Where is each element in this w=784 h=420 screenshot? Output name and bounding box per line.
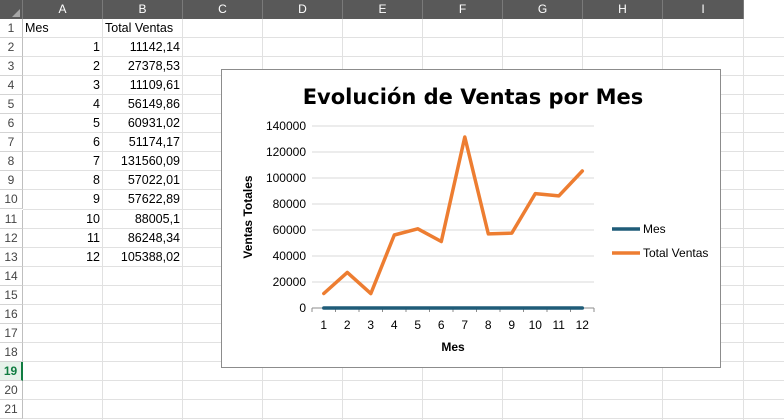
cell-total-ventas[interactable]: 60931,02 — [127, 116, 180, 131]
cell-mes[interactable]: 10 — [86, 211, 100, 226]
y-tick-label: 120000 — [266, 145, 306, 159]
row-gridline — [23, 37, 784, 39]
chart-title: Evolución de Ventas por Mes — [303, 85, 644, 109]
cell-mes[interactable]: 7 — [93, 154, 100, 169]
cell-total-ventas[interactable]: 11109,61 — [129, 78, 180, 93]
cell-mes[interactable]: 5 — [93, 116, 100, 131]
column-header-e[interactable]: E — [343, 0, 423, 19]
row-header-20[interactable]: 20 — [0, 380, 23, 400]
column-header-f[interactable]: F — [423, 0, 503, 19]
row-header-4[interactable]: 4 — [0, 76, 23, 96]
row-header-17[interactable]: 17 — [0, 323, 23, 343]
column-gridline — [743, 19, 744, 420]
column-header-h[interactable]: H — [583, 0, 663, 19]
row-header-14[interactable]: 14 — [0, 266, 23, 286]
row-header-9[interactable]: 9 — [0, 171, 23, 191]
y-tick-label: 140000 — [266, 119, 306, 133]
x-tick-label: 1 — [320, 318, 327, 332]
column-header-d[interactable]: D — [263, 0, 343, 19]
series-line-total-ventas — [322, 135, 585, 296]
row-gridline — [23, 379, 784, 381]
x-tick-label: 7 — [461, 318, 468, 332]
x-tick-label: 6 — [438, 318, 445, 332]
cell-mes[interactable]: 3 — [93, 78, 100, 93]
legend-label: Mes — [643, 222, 666, 236]
column-header-c[interactable]: C — [183, 0, 263, 19]
cell-a1[interactable]: Mes — [25, 21, 49, 35]
y-tick-label: 60000 — [273, 223, 307, 237]
column-gridline — [102, 19, 103, 420]
y-tick-label: 0 — [299, 301, 306, 315]
chart-object[interactable]: Evolución de Ventas por Mes 0 20000 40000 60… — [221, 69, 721, 368]
row-header-8[interactable]: 8 — [0, 152, 23, 172]
cell-mes[interactable]: 9 — [93, 192, 100, 207]
cell-total-ventas[interactable]: 27378,53 — [127, 59, 180, 74]
x-axis-title: Mes — [441, 340, 465, 354]
cell-total-ventas[interactable]: 57622,89 — [127, 192, 180, 207]
cell-mes[interactable]: 1 — [93, 40, 100, 55]
row-header-3[interactable]: 3 — [0, 57, 23, 77]
y-tick-label: 20000 — [273, 275, 307, 289]
cell-mes[interactable]: 2 — [93, 59, 100, 74]
y-tick-label: 80000 — [273, 197, 307, 211]
cell-mes[interactable]: 6 — [93, 135, 100, 150]
row-header-12[interactable]: 12 — [0, 228, 23, 248]
x-tick-label: 10 — [529, 318, 543, 332]
cell-mes[interactable]: 4 — [93, 97, 100, 112]
x-tick-label: 8 — [485, 318, 492, 332]
row-header-15[interactable]: 15 — [0, 285, 23, 305]
x-tick-label: 12 — [576, 318, 590, 332]
cell-total-ventas[interactable]: 57022,01 — [127, 173, 180, 188]
y-axis-title: Ventas Totales — [241, 175, 255, 258]
column-gridline — [182, 19, 183, 420]
cell-b1[interactable]: Total Ventas — [105, 21, 174, 35]
y-tick-label: 40000 — [273, 249, 307, 263]
cell-mes[interactable]: 8 — [93, 173, 100, 188]
row-header-19[interactable]: 19 — [0, 361, 23, 381]
column-header-b[interactable]: B — [103, 0, 183, 19]
row-header-2[interactable]: 2 — [0, 38, 23, 58]
x-tick-label: 3 — [367, 318, 374, 332]
column-header-i[interactable]: I — [663, 0, 744, 19]
row-header-6[interactable]: 6 — [0, 114, 23, 134]
cell-total-ventas[interactable]: 56149,86 — [127, 97, 180, 112]
cell-total-ventas[interactable]: 51174,17 — [128, 135, 180, 150]
cell-mes[interactable]: 12 — [86, 249, 100, 264]
row-header-11[interactable]: 11 — [0, 209, 23, 229]
column-header-g[interactable]: G — [503, 0, 583, 19]
column-header-a[interactable]: A — [23, 0, 103, 19]
x-tick-label: 9 — [508, 318, 515, 332]
cell-total-ventas[interactable]: 86248,34 — [127, 230, 180, 245]
x-tick-label: 11 — [553, 318, 566, 332]
row-header-5[interactable]: 5 — [0, 95, 23, 115]
legend-label: Total Ventas — [643, 246, 708, 260]
row-header-13[interactable]: 13 — [0, 247, 23, 267]
x-tick-label: 4 — [391, 318, 398, 332]
row-header-10[interactable]: 10 — [0, 190, 23, 210]
x-tick-label: 5 — [414, 318, 421, 332]
row-header-1[interactable]: 1 — [0, 19, 23, 39]
cell-total-ventas[interactable]: 88005,1 — [134, 211, 180, 226]
cell-total-ventas[interactable]: 105388,02 — [120, 249, 180, 264]
row-header-16[interactable]: 16 — [0, 304, 23, 324]
y-tick-label: 100000 — [266, 171, 306, 185]
select-all-corner[interactable] — [0, 0, 23, 19]
line-chart: Evolución de Ventas por Mes 0 20000 40000 60… — [241, 85, 708, 354]
row-gridline — [23, 56, 784, 58]
cell-total-ventas[interactable]: 11142,14 — [129, 40, 180, 55]
row-header-7[interactable]: 7 — [0, 133, 23, 153]
cell-mes[interactable]: 11 — [87, 230, 100, 245]
row-header-21[interactable]: 21 — [0, 400, 23, 420]
x-tick-label: 2 — [344, 318, 351, 332]
row-header-18[interactable]: 18 — [0, 342, 23, 362]
row-gridline — [23, 399, 784, 400]
row-gridline — [23, 418, 784, 420]
cell-total-ventas[interactable]: 131560,09 — [120, 154, 180, 169]
